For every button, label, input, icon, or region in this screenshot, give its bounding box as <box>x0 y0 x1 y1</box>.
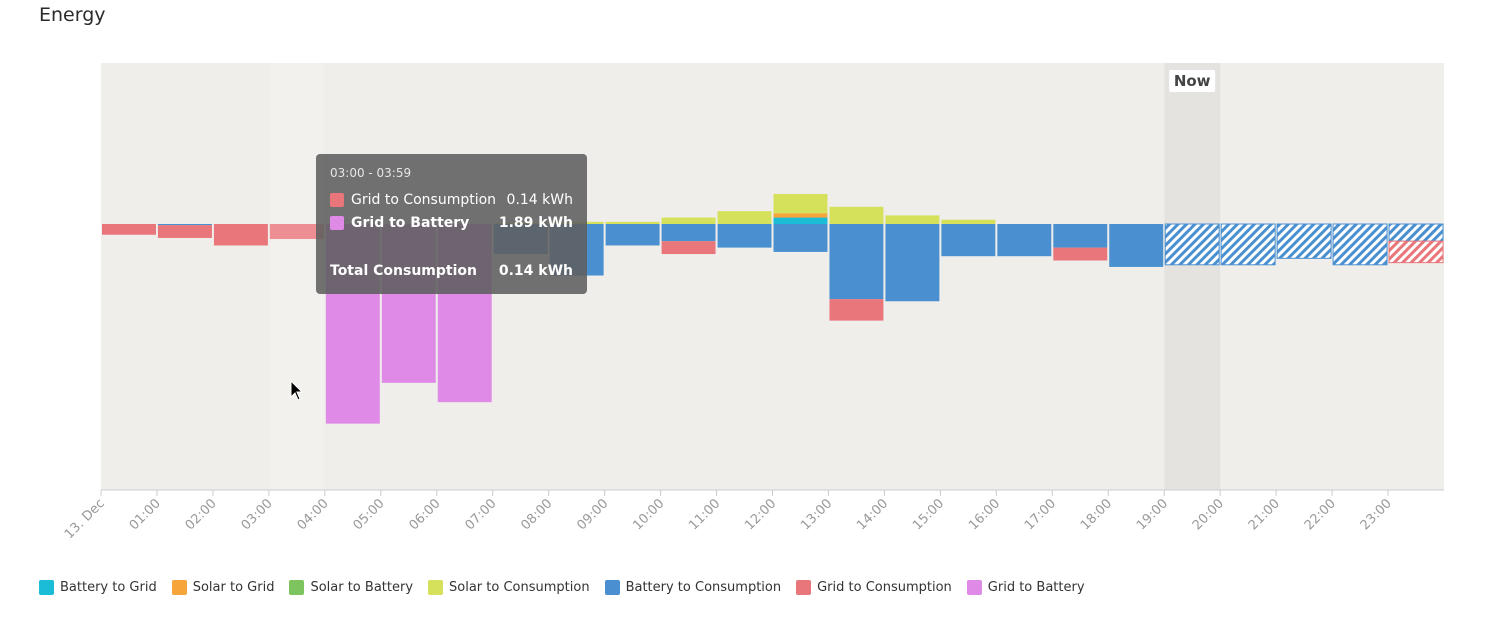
legend-label: Battery to Consumption <box>625 580 782 595</box>
bar-grid-to-consumption[interactable] <box>829 299 884 321</box>
tooltip-label: Grid to Consumption <box>351 192 497 208</box>
x-tick-label: 03:00 <box>239 496 276 533</box>
bar-solar-to-consumption[interactable] <box>717 211 772 224</box>
bar-grid-to-consumption[interactable] <box>269 224 324 240</box>
bar-battery-to-consumption[interactable] <box>1109 224 1164 267</box>
x-tick-label: 01:00 <box>127 496 164 533</box>
legend-label: Solar to Grid <box>192 580 275 595</box>
x-tick-label: 16:00 <box>966 496 1003 533</box>
x-tick-label: 07:00 <box>462 496 499 533</box>
x-tick-label: 10:00 <box>630 496 667 533</box>
x-tick-label: 15:00 <box>910 496 947 533</box>
chart-legend: Battery to Grid Solar to Grid Solar to Bat… <box>39 580 1100 595</box>
x-tick-label: 06:00 <box>406 496 443 533</box>
legend-item-grid-to-consumption[interactable]: Grid to Consumption <box>796 580 952 595</box>
bar-solar-to-consumption[interactable] <box>605 221 660 224</box>
tooltip: 03:00 - 03:59 Grid to Consumption 0.14 k… <box>316 154 587 294</box>
x-tick-label: 23:00 <box>1358 496 1395 533</box>
x-tick-label: 08:00 <box>518 496 555 533</box>
bar-grid-to-consumption[interactable] <box>1053 247 1108 261</box>
now-label-bg <box>1169 70 1216 92</box>
x-tick-label: 17:00 <box>1022 496 1059 533</box>
bar-solar-to-consumption[interactable] <box>829 206 884 224</box>
x-tick-label: 14:00 <box>854 496 891 533</box>
legend-swatch <box>604 580 620 595</box>
legend-swatch <box>966 580 982 595</box>
legend-item-solar-to-battery[interactable]: Solar to Battery <box>289 580 413 595</box>
bar-battery-to-consumption[interactable] <box>773 224 828 252</box>
x-tick-label: 09:00 <box>574 496 611 533</box>
legend-swatch <box>39 580 54 595</box>
bar-battery-to-consumption[interactable] <box>1388 223 1444 242</box>
bar-solar-to-consumption[interactable] <box>941 219 996 224</box>
now-band <box>1164 63 1221 490</box>
x-tick-label: 18:00 <box>1078 496 1115 533</box>
x-tick-label: 22:00 <box>1302 496 1339 533</box>
tooltip-row-grid-to-battery: Grid to Battery 1.89 kWh <box>330 213 573 233</box>
bar-battery-to-consumption[interactable] <box>1276 223 1332 259</box>
chart-title: Energy <box>39 4 106 26</box>
tooltip-label: Grid to Battery <box>351 215 470 231</box>
bar-grid-to-consumption[interactable] <box>213 224 268 246</box>
bar-battery-to-consumption[interactable] <box>157 224 212 226</box>
x-tick-label: 05:00 <box>351 496 388 533</box>
legend-item-solar-to-grid[interactable]: Solar to Grid <box>171 580 275 595</box>
tooltip-row-grid-to-consumption: Grid to Consumption 0.14 kWh <box>330 190 573 210</box>
tooltip-value: 0.14 kWh <box>506 192 573 208</box>
x-tick-label: 20:00 <box>1190 496 1227 533</box>
bar-battery-to-consumption[interactable] <box>717 224 772 248</box>
legend-item-battery-to-grid[interactable]: Battery to Grid <box>39 580 157 595</box>
tooltip-swatch <box>330 193 344 207</box>
bar-battery-to-consumption[interactable] <box>1053 224 1108 248</box>
x-tick-label: 02:00 <box>183 496 220 533</box>
legend-swatch <box>428 580 444 595</box>
bar-battery-to-consumption[interactable] <box>885 224 940 302</box>
bar-grid-to-consumption[interactable] <box>102 224 156 235</box>
bar-battery-to-consumption[interactable] <box>829 224 884 300</box>
legend-item-solar-to-consumption[interactable]: Solar to Consumption <box>428 580 590 595</box>
x-tick-label: 04:00 <box>295 496 332 533</box>
bar-battery-to-consumption[interactable] <box>1220 223 1276 266</box>
bar-solar-to-consumption[interactable] <box>885 215 940 224</box>
tooltip-total-row: Total Consumption 0.14 kWh <box>330 261 573 281</box>
x-tick-label: 19:00 <box>1134 496 1171 533</box>
legend-item-grid-to-battery[interactable]: Grid to Battery <box>966 580 1085 595</box>
tooltip-total-label: Total Consumption <box>330 263 477 279</box>
bar-solar-to-grid[interactable] <box>773 213 828 218</box>
bar-grid-to-consumption[interactable] <box>157 225 212 238</box>
legend-swatch <box>289 580 305 595</box>
legend-item-battery-to-consumption[interactable]: Battery to Consumption <box>604 580 782 595</box>
legend-label: Battery to Grid <box>60 580 157 595</box>
hover-highlight <box>269 63 324 490</box>
legend-label: Grid to Consumption <box>817 580 952 595</box>
bar-battery-to-consumption[interactable] <box>1164 223 1220 266</box>
x-tick-label: 11:00 <box>686 496 723 533</box>
bar-battery-to-consumption[interactable] <box>997 224 1052 257</box>
x-tick-label: 13:00 <box>798 496 835 533</box>
x-tick-label: 12:00 <box>742 496 779 533</box>
bar-battery-to-consumption[interactable] <box>941 224 996 257</box>
bar-battery-to-consumption[interactable] <box>661 224 716 242</box>
legend-swatch <box>796 580 812 595</box>
x-tick-label: 21:00 <box>1246 496 1283 533</box>
bar-solar-to-consumption[interactable] <box>661 217 716 224</box>
bar-battery-to-grid[interactable] <box>773 217 828 224</box>
tooltip-swatch <box>330 216 344 230</box>
tooltip-value: 1.89 kWh <box>498 215 573 231</box>
bar-battery-to-consumption[interactable] <box>1332 223 1388 266</box>
bar-grid-to-consumption[interactable] <box>661 241 716 255</box>
now-label: Now <box>1174 72 1211 90</box>
x-tick-label: 13. Dec <box>62 496 108 542</box>
bar-solar-to-consumption[interactable] <box>773 193 828 214</box>
legend-label: Solar to Consumption <box>449 580 590 595</box>
legend-swatch <box>171 580 187 595</box>
legend-label: Solar to Battery <box>310 580 414 595</box>
tooltip-time: 03:00 - 03:59 <box>330 166 412 180</box>
legend-label: Grid to Battery <box>987 580 1085 595</box>
tooltip-total-value: 0.14 kWh <box>498 263 573 279</box>
bar-grid-to-consumption[interactable] <box>1388 240 1444 264</box>
bar-battery-to-consumption[interactable] <box>605 224 660 246</box>
mouse-cursor-icon <box>290 380 304 401</box>
